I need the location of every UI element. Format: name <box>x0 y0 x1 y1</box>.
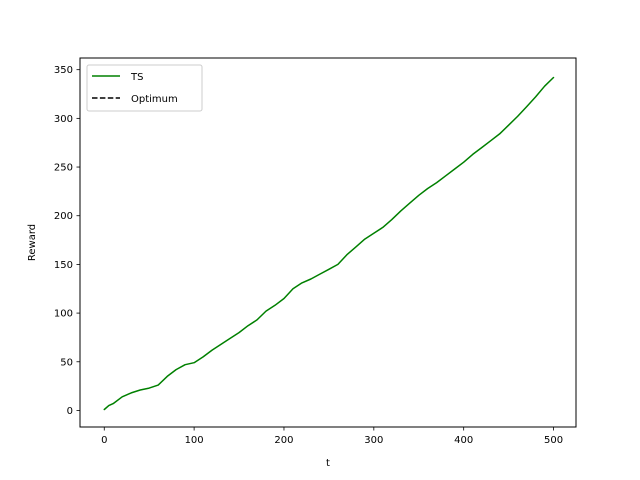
series-layer <box>103 76 555 411</box>
y-axis-label: Reward <box>27 224 38 261</box>
x-axis-label: t <box>326 458 330 469</box>
x-axis: 0 100 200 300 400 500 <box>101 427 563 446</box>
y-tick-label: 250 <box>54 163 73 174</box>
plot-frame <box>79 57 577 428</box>
x-tick-label: 200 <box>274 435 293 446</box>
legend-label-ts: TS <box>130 72 143 83</box>
y-tick-label: 300 <box>54 114 73 125</box>
legend: TS Optimum <box>86 64 203 112</box>
x-tick-label: 500 <box>544 435 563 446</box>
y-tick-label: 0 <box>67 406 73 417</box>
x-tick-label: 100 <box>185 435 204 446</box>
y-tick-label: 200 <box>54 211 73 222</box>
y-tick-label: 350 <box>54 65 73 76</box>
x-tick-label: 400 <box>454 435 473 446</box>
plot-area <box>80 58 576 427</box>
y-axis: 0 50 100 150 200 250 300 350 <box>54 65 80 417</box>
y-tick-label: 150 <box>54 260 73 271</box>
x-tick-label: 0 <box>101 435 107 446</box>
series-line-ts <box>103 76 555 411</box>
legend-label-optimum: Optimum <box>131 94 178 105</box>
x-tick-label: 300 <box>364 435 383 446</box>
y-tick-label: 50 <box>60 357 73 368</box>
y-tick-label: 100 <box>54 309 73 320</box>
